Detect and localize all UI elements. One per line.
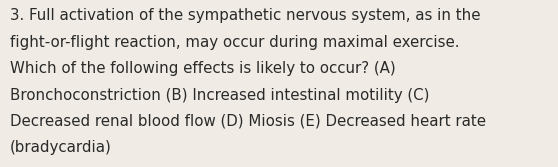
Text: (bradycardia): (bradycardia) (10, 140, 112, 155)
Text: Bronchoconstriction (B) Increased intestinal motility (C): Bronchoconstriction (B) Increased intest… (10, 88, 430, 103)
Text: 3. Full activation of the sympathetic nervous system, as in the: 3. Full activation of the sympathetic ne… (10, 8, 480, 23)
Text: Decreased renal blood flow (D) Miosis (E) Decreased heart rate: Decreased renal blood flow (D) Miosis (E… (10, 114, 486, 129)
Text: fight-or-flight reaction, may occur during maximal exercise.: fight-or-flight reaction, may occur duri… (10, 35, 460, 50)
Text: Which of the following effects is likely to occur? (A): Which of the following effects is likely… (10, 61, 396, 76)
